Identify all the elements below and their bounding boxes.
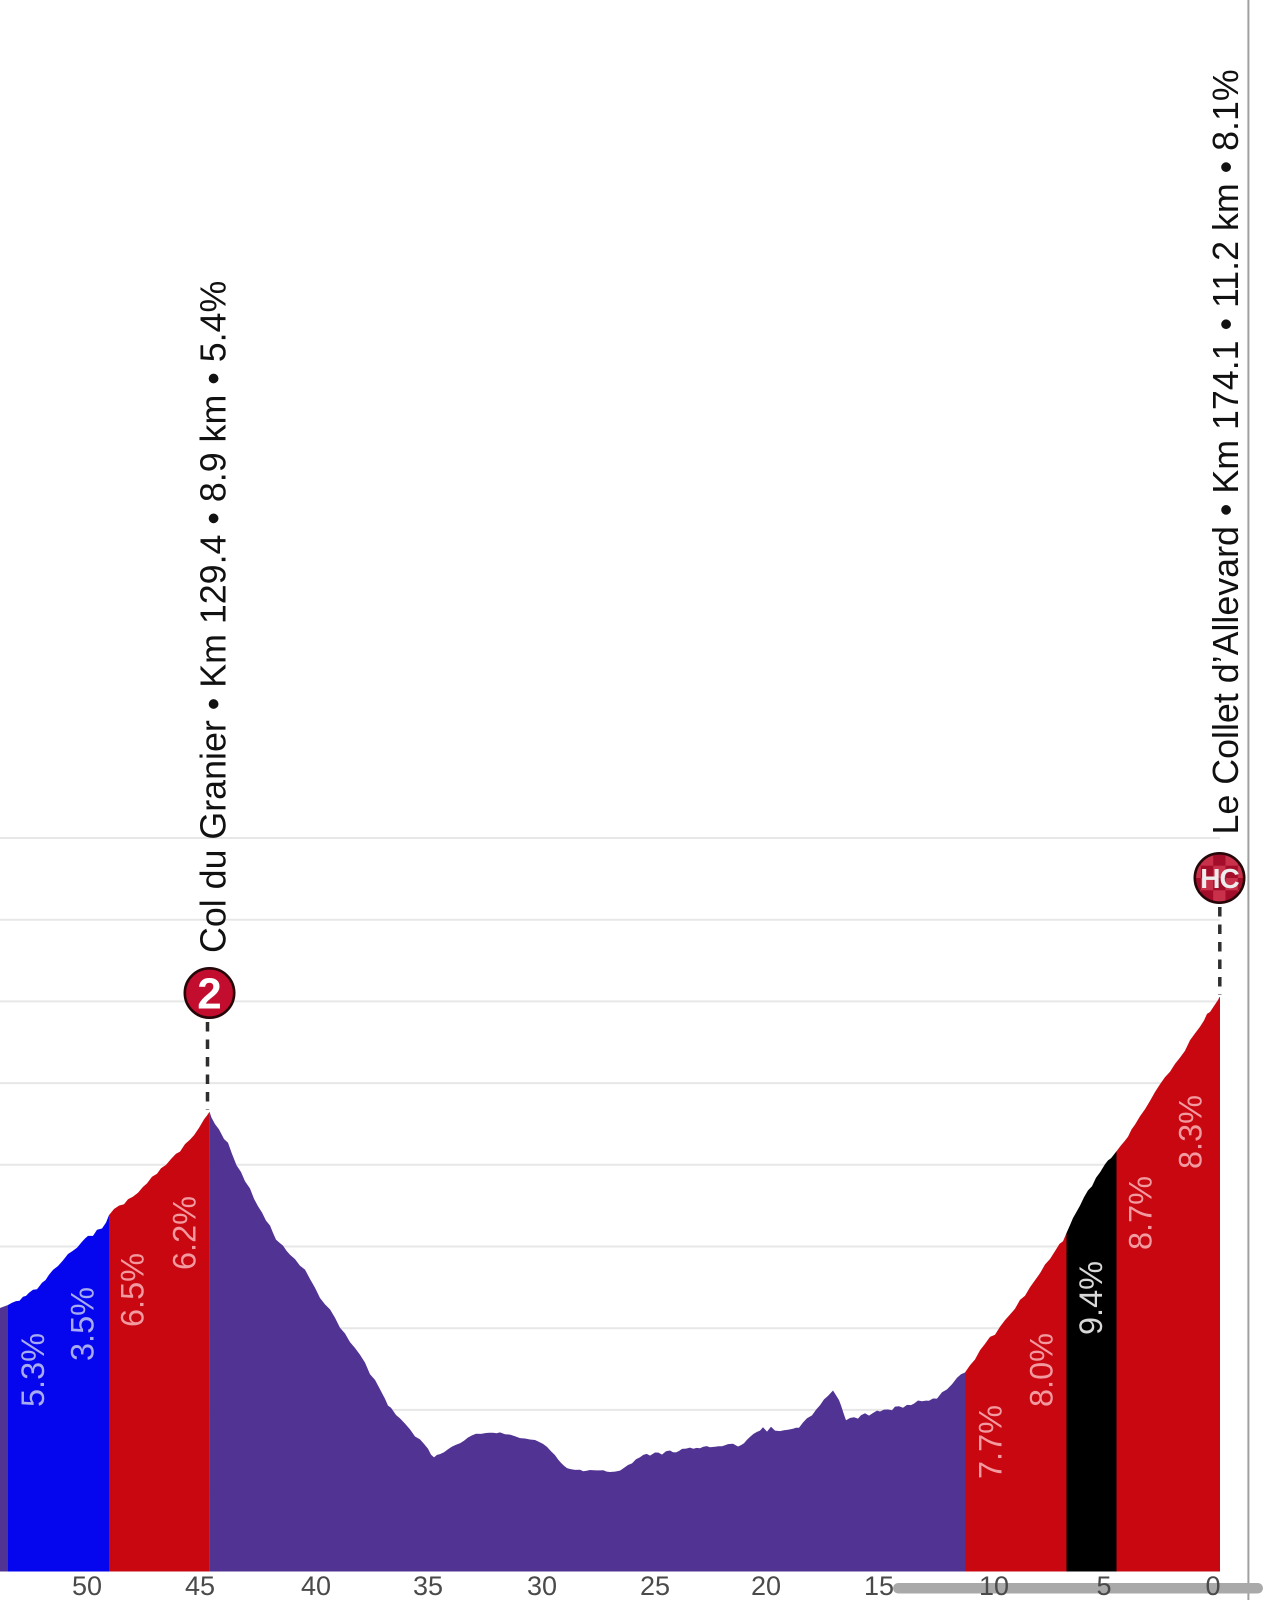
svg-text:35: 35 — [413, 1571, 443, 1600]
svg-text:40: 40 — [301, 1571, 331, 1600]
svg-text:6.2%: 6.2% — [167, 1196, 203, 1270]
svg-text:8.0%: 8.0% — [1024, 1333, 1060, 1407]
svg-text:5.3%: 5.3% — [15, 1333, 51, 1407]
svg-text:8.3%: 8.3% — [1173, 1095, 1209, 1169]
svg-text:8.7%: 8.7% — [1123, 1176, 1159, 1250]
svg-text:3.5%: 3.5% — [65, 1287, 101, 1361]
svg-text:2: 2 — [197, 970, 221, 1019]
svg-text:50: 50 — [72, 1571, 102, 1600]
svg-text:6.5%: 6.5% — [115, 1253, 151, 1327]
svg-text:5: 5 — [1096, 1571, 1111, 1600]
svg-text:7.7%: 7.7% — [973, 1405, 1009, 1479]
svg-text:45: 45 — [185, 1571, 215, 1600]
svg-text:20: 20 — [751, 1571, 781, 1600]
svg-text:25: 25 — [640, 1571, 670, 1600]
svg-text:9.4%: 9.4% — [1073, 1261, 1109, 1335]
svg-text:HC: HC — [1200, 863, 1239, 894]
svg-text:0: 0 — [1205, 1571, 1220, 1600]
svg-text:Le Collet d’Allevard • Km 174.: Le Collet d’Allevard • Km 174.1 • 11.2 k… — [1206, 69, 1246, 834]
svg-text:30: 30 — [527, 1571, 557, 1600]
svg-text:10: 10 — [979, 1571, 1009, 1600]
svg-text:Col du Granier • Km 129.4 • 8.: Col du Granier • Km 129.4 • 8.9 km • 5.4… — [194, 281, 234, 953]
svg-text:15: 15 — [864, 1571, 894, 1600]
